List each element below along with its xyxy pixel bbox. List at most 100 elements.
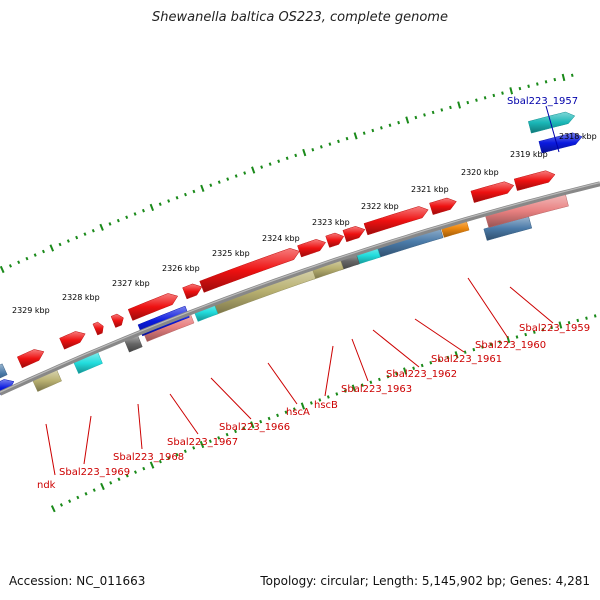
gene-arrow [363, 206, 429, 236]
minor-tick [141, 208, 145, 213]
minor-tick [242, 426, 246, 430]
minor-tick [68, 499, 72, 503]
gene-label: Sbal223_1966 [219, 422, 290, 433]
major-tick [561, 73, 566, 82]
leader-line [169, 393, 199, 435]
minor-tick [175, 452, 179, 457]
leader-line [467, 277, 509, 339]
minor-tick [184, 192, 187, 197]
major-tick [99, 223, 104, 231]
minor-tick [285, 156, 289, 161]
major-tick [0, 265, 5, 274]
gene-label: Sbal223_1957 [507, 96, 578, 107]
minor-tick [217, 436, 221, 440]
major-tick [509, 87, 514, 95]
minor-tick [175, 196, 179, 200]
major-tick [403, 367, 408, 375]
minor-tick [225, 432, 229, 437]
minor-tick [431, 110, 435, 115]
minor-tick [167, 199, 171, 203]
minor-tick [133, 470, 138, 474]
minor-tick [267, 416, 271, 421]
minor-tick [483, 96, 487, 100]
gene-label: Sbal223_1959 [519, 323, 590, 334]
scale-label: 2324 kbp [262, 234, 300, 243]
minor-tick [192, 446, 196, 450]
minor-tick [328, 142, 332, 146]
minor-tick [498, 340, 502, 344]
minor-tick [489, 342, 493, 347]
scale-label: 2326 kbp [162, 264, 200, 273]
leader-line [83, 415, 92, 465]
scale-label: 2325 kbp [212, 249, 250, 258]
minor-tick [414, 115, 418, 120]
major-tick [50, 505, 56, 513]
leader-line [414, 318, 465, 353]
outer-scale-ticks [0, 73, 574, 274]
minor-tick [117, 477, 121, 482]
minor-tick [125, 215, 129, 220]
gene-arrow [527, 111, 576, 134]
label-leader-lines [45, 105, 560, 476]
gene-label: Sbal223_1960 [475, 340, 546, 351]
gene-label: Sbal223_1961 [431, 354, 502, 365]
minor-tick [570, 73, 574, 77]
major-tick [558, 321, 563, 329]
scale-label: 2329 kbp [12, 306, 50, 315]
minor-tick [277, 159, 281, 163]
minor-tick [292, 407, 296, 411]
minor-tick [527, 84, 530, 88]
gene-arrow [429, 197, 457, 215]
minor-tick [284, 410, 288, 414]
minor-tick [91, 228, 95, 233]
major-tick [250, 421, 255, 429]
minor-tick [309, 401, 313, 405]
minor-tick [76, 495, 80, 500]
minor-tick [59, 503, 63, 507]
minor-tick [553, 77, 557, 82]
minor-tick [337, 139, 340, 144]
inner-scale-ticks [50, 314, 597, 513]
minor-tick [550, 325, 554, 330]
backbone-line [0, 181, 600, 396]
minor-tick [369, 380, 373, 385]
minor-tick [259, 419, 263, 424]
minor-tick [437, 358, 441, 362]
major-tick [100, 482, 105, 491]
minor-tick [395, 372, 398, 376]
minor-tick [472, 347, 476, 352]
minor-tick [412, 366, 416, 370]
genome-backbone [0, 181, 600, 396]
gene-label: Sbal223_1963 [341, 384, 412, 395]
gene-label: Sbal223_1962 [386, 369, 457, 380]
minor-tick [501, 91, 504, 95]
leader-line [351, 338, 369, 382]
minor-tick [535, 82, 539, 86]
major-tick [149, 203, 155, 212]
minor-tick [92, 488, 96, 492]
major-tick [300, 402, 306, 410]
scale-label: 2327 kbp [112, 279, 150, 288]
gene-arrow [182, 283, 203, 300]
minor-tick [41, 249, 45, 254]
minor-tick [226, 177, 230, 181]
minor-tick [183, 449, 187, 454]
scale-label: 2323 kbp [312, 218, 350, 227]
minor-tick [386, 374, 390, 379]
minor-tick [33, 253, 37, 257]
gene-arrow [199, 248, 300, 293]
minor-tick [234, 429, 237, 434]
minor-tick [593, 314, 597, 318]
scale-label: 2319 kbp [510, 150, 548, 159]
major-tick [351, 384, 356, 392]
gene-arrow [513, 170, 556, 191]
minor-tick [8, 264, 12, 268]
leader-line [210, 377, 252, 420]
minor-tick [326, 395, 330, 399]
minor-tick [362, 131, 366, 135]
minor-tick [268, 162, 272, 166]
scale-label: 2322 kbp [361, 202, 399, 211]
gene-arrow [342, 226, 366, 243]
leader-line [267, 362, 298, 405]
